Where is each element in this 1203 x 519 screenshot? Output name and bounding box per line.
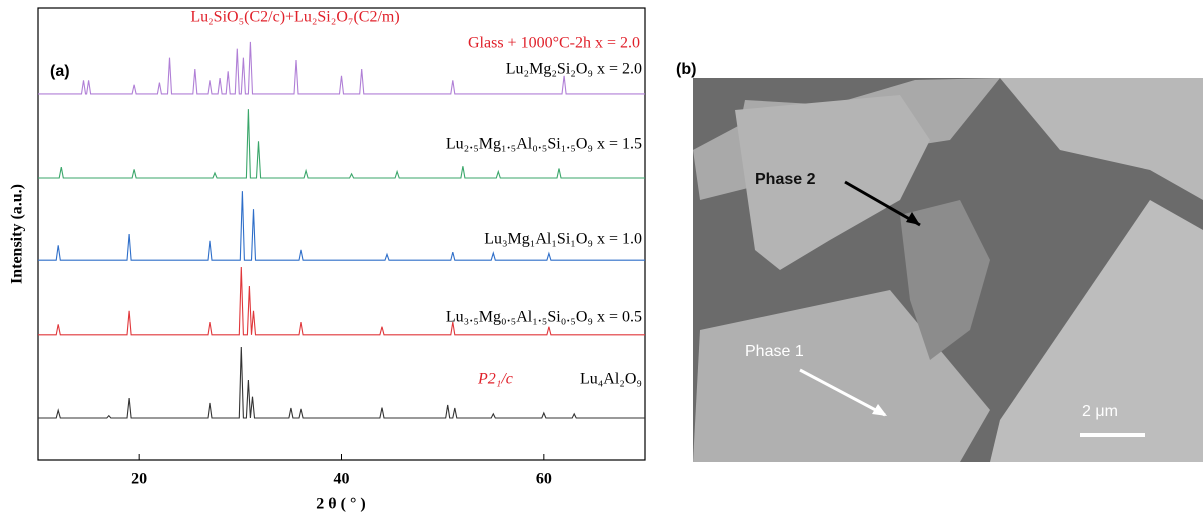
arrow-head <box>872 404 887 416</box>
arrow <box>799 368 886 417</box>
annotation: Phase 2 <box>755 171 816 188</box>
x-axis-label: 2 θ ( ° ) <box>316 496 365 513</box>
panel-label: (a) <box>50 63 70 80</box>
sem-image: Phase 2 Phase 1 2 μm <box>693 78 1203 462</box>
pattern-line <box>38 41 645 95</box>
x-tick-label: 40 <box>334 471 350 488</box>
annotation: Lu₂SiO₅(C2/c)+Lu₂Si₂O₇(C2/m) <box>190 9 399 26</box>
pattern-line <box>38 109 645 179</box>
series-label: Lu₄Al₂O₉ <box>580 371 642 388</box>
series-label: Lu₃.₅Mg₀.₅Al₁.₅Si₀.₅O₉ x = 0.5 <box>446 309 642 326</box>
grain <box>1000 78 1203 200</box>
grain <box>693 290 990 462</box>
pattern-line <box>38 191 645 261</box>
series-label: Lu₂.₅Mg₁.₅Al₀.₅Si₁.₅O₉ x = 1.5 <box>446 136 642 153</box>
grain <box>735 95 930 270</box>
phase-2-region <box>900 200 990 360</box>
arrow-head <box>906 212 920 225</box>
annotation: P2₁/c <box>477 371 513 388</box>
series-label: Lu₂Mg₂Si₂O₉ x = 2.0 <box>506 61 642 78</box>
x-tick-label: 20 <box>131 471 147 488</box>
pattern-line <box>38 346 645 419</box>
annotation: Phase 1 <box>745 343 804 360</box>
scale-bar-label: 2 μm <box>1082 403 1118 420</box>
annotation: Glass + 1000°C-2h x = 2.0 <box>468 35 640 52</box>
pattern-line <box>38 266 645 336</box>
y-axis-label: Intensity (a.u.) <box>9 184 26 284</box>
grain <box>990 200 1203 462</box>
series-label: Lu₃Mg₁Al₁Si₁O₉ x = 1.0 <box>484 231 642 248</box>
x-tick-label: 60 <box>536 471 552 488</box>
panel-label: (b) <box>676 61 696 78</box>
arrow <box>844 180 921 227</box>
